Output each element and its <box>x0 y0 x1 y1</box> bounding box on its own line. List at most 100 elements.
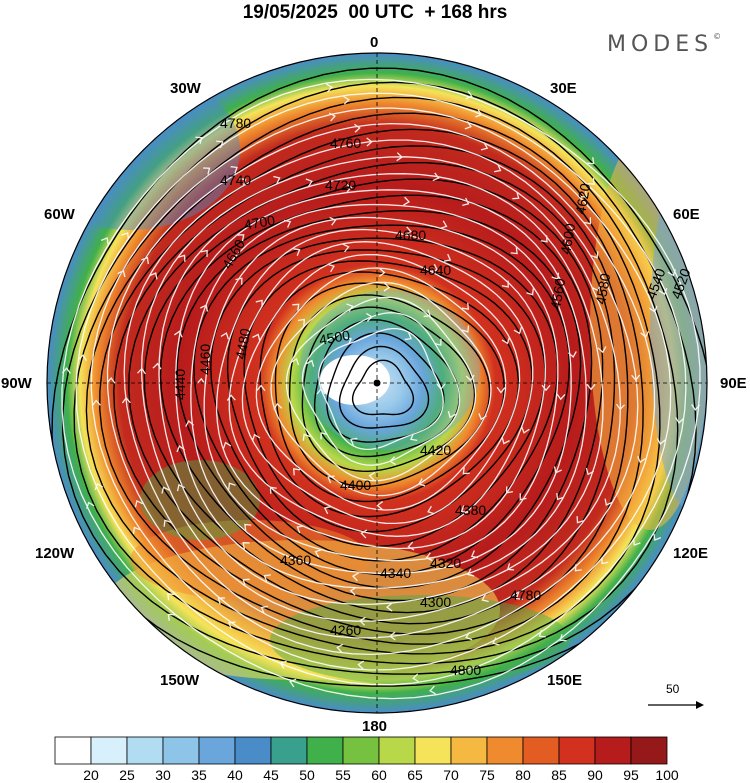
streamline-arrow <box>329 216 337 226</box>
map-title: 19/05/2025 00 UTC + 168 hrs <box>242 2 508 23</box>
streamline-arrow <box>349 586 357 596</box>
colorbar-tick-label: 20 <box>83 767 99 783</box>
streamline-arrow <box>326 83 333 93</box>
streamline-arrow <box>293 248 301 256</box>
streamline-arrow <box>296 525 304 534</box>
contour-label: 4700 <box>243 212 277 233</box>
streamline <box>285 296 477 482</box>
colorbar-tick-label: 70 <box>443 767 459 783</box>
streamline-arrow <box>350 437 358 446</box>
streamline-arrow <box>389 631 396 641</box>
streamline-arrow <box>506 563 515 571</box>
streamline-arrow <box>121 396 131 404</box>
streamline-arrow <box>389 456 396 466</box>
streamline-arrow <box>597 346 607 354</box>
streamline-arrow <box>553 466 562 474</box>
streamline-arrow <box>336 643 344 653</box>
streamline-arrow <box>494 164 502 173</box>
colorbar-swatch <box>126 736 164 765</box>
contour-label: 4500 <box>318 327 352 348</box>
contour-line <box>113 145 629 635</box>
contour-label: 4580 <box>592 272 613 306</box>
streamline-arrow <box>430 263 439 273</box>
streamline-arrow <box>378 267 386 277</box>
contour-label: 4360 <box>280 552 311 568</box>
streamline-arrow <box>132 526 141 534</box>
streamline-arrow <box>314 549 322 558</box>
lon-label-120w: 120W <box>35 545 75 562</box>
streamline <box>203 216 559 562</box>
streamline-arrow <box>360 529 368 539</box>
streamline-arrow <box>440 220 448 229</box>
contour-line <box>338 345 430 429</box>
streamline-arrow <box>404 226 412 236</box>
streamline-arrow <box>273 402 283 410</box>
streamline-arrow <box>436 383 446 391</box>
streamline-arrow <box>200 304 209 312</box>
streamline-arrow <box>235 277 243 285</box>
streamline-arrow <box>423 309 431 318</box>
streamline-arrow <box>584 217 592 225</box>
streamline-arrow <box>305 359 315 368</box>
contour-line <box>351 359 415 416</box>
contour-label: 4420 <box>420 442 451 458</box>
streamline-arrow <box>541 384 551 392</box>
map-border <box>46 52 708 714</box>
streamline-arrow <box>357 660 365 670</box>
streamline-arrow <box>407 541 415 551</box>
streamline-arrow <box>461 302 470 310</box>
lon-label-90e: 90E <box>720 375 747 392</box>
colorbar-swatch <box>270 736 308 765</box>
streamline-arrow <box>556 393 566 401</box>
contour-line <box>313 319 460 458</box>
streamline-arrow <box>551 272 560 280</box>
streamline-arrow <box>396 152 404 162</box>
streamline-arrow <box>556 492 564 501</box>
streamline-arrow <box>443 253 452 262</box>
colorbar-tick-label: 90 <box>587 767 603 783</box>
streamline-arrow <box>167 593 175 601</box>
contour-line <box>73 96 679 665</box>
streamline-arrow <box>366 137 373 147</box>
contour-label: 4760 <box>330 135 361 151</box>
streamline-arrow <box>152 362 162 370</box>
colorbar-swatch <box>306 736 344 765</box>
streamline-arrow <box>178 254 186 262</box>
contour-line <box>51 67 707 687</box>
streamline-arrow <box>316 387 326 395</box>
streamline-arrow <box>510 247 518 255</box>
streamline-arrow <box>117 269 126 278</box>
streamline-arrow <box>91 399 101 407</box>
streamline-arrow <box>631 374 641 382</box>
streamline-arrow <box>425 552 433 562</box>
streamline-arrow <box>220 332 230 340</box>
streamline-arrow <box>163 519 172 527</box>
colorbar-tick-label: 50 <box>299 767 315 783</box>
contour-line <box>85 112 661 655</box>
streamline-arrow <box>290 358 300 366</box>
streamline-arrow <box>496 386 506 394</box>
streamline-arrow <box>512 191 520 200</box>
streamline-arrow <box>263 574 271 582</box>
contour-label: 4440 <box>172 369 188 400</box>
colorbar-swatch <box>630 736 668 765</box>
streamline-arrow <box>195 136 203 145</box>
streamline-arrow <box>429 685 436 695</box>
contour-label: 4600 <box>557 222 578 256</box>
streamline-arrow <box>200 249 208 257</box>
streamline <box>301 312 461 466</box>
streamline-arrow <box>305 178 313 188</box>
contour-line <box>259 271 520 518</box>
colorbar-tick-label: 40 <box>227 767 243 783</box>
streamline-arrow <box>648 305 658 313</box>
streamline-arrow <box>462 197 470 206</box>
streamline-arrow <box>327 475 335 484</box>
streamline <box>190 203 572 575</box>
contour-line <box>99 128 644 645</box>
streamline-arrow <box>461 325 470 333</box>
pole-marker <box>373 379 381 387</box>
colorbar-tick-label: 80 <box>515 767 531 783</box>
streamline-arrow <box>283 219 292 228</box>
